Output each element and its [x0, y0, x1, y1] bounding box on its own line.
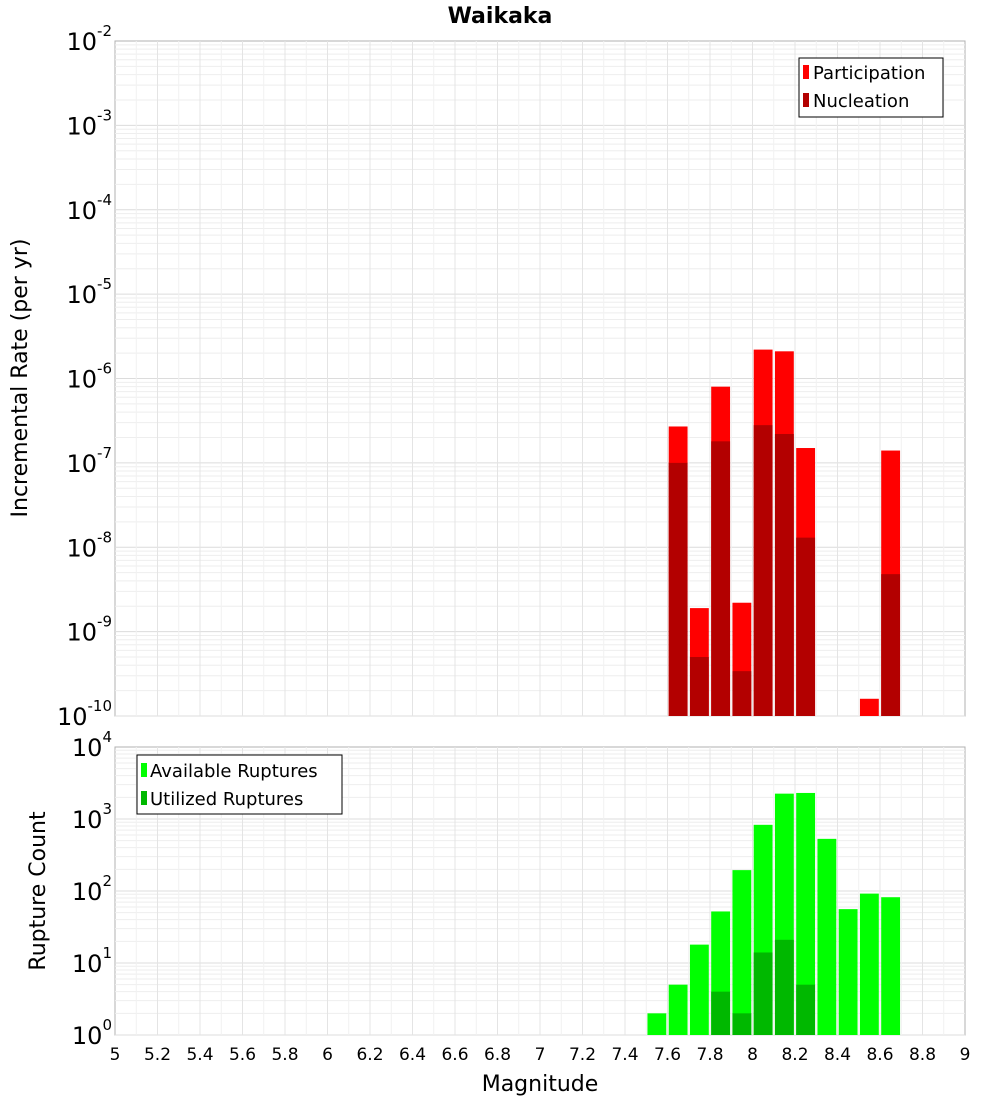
x-tick-label: 8 — [747, 1045, 758, 1065]
x-tick-label: 5.4 — [186, 1045, 213, 1065]
bottom-bar-available-ruptures — [859, 893, 879, 1035]
bottom-y-tick-label: 100 — [72, 1016, 112, 1050]
legend-swatch-participation — [803, 65, 809, 79]
top-y-tick-label: 10-6 — [66, 360, 112, 394]
bottom-bar-available-ruptures — [647, 1013, 667, 1035]
x-tick-label: 5.8 — [271, 1045, 298, 1065]
top-y-axis-ticks: 10-2 10-3 10-4 10-5 10-6 10-7 10-8 10-9 10-10 — [57, 22, 112, 731]
top-y-tick-label: 10-2 — [66, 22, 112, 56]
top-bar-participation — [859, 698, 879, 716]
x-tick-label: 7.2 — [569, 1045, 596, 1065]
legend-swatch-available — [141, 763, 147, 777]
top-y-tick-label: 10-7 — [66, 444, 112, 478]
x-tick-label: 8.6 — [866, 1045, 893, 1065]
legend-label-utilized: Utilized Ruptures — [150, 789, 303, 810]
x-tick-label: 7 — [535, 1045, 546, 1065]
top-bar-nucleation — [689, 657, 709, 716]
legend-label-available: Available Ruptures — [150, 761, 318, 782]
bottom-y-tick-label: 103 — [72, 800, 112, 834]
x-tick-label: 5.2 — [144, 1045, 171, 1065]
x-tick-label: 5 — [110, 1045, 121, 1065]
x-tick-label: 7.8 — [696, 1045, 723, 1065]
bottom-y-tick-label: 101 — [72, 944, 112, 978]
top-y-tick-label: 10-3 — [66, 106, 112, 140]
top-legend-box — [798, 57, 944, 118]
top-bar-nucleation — [881, 574, 901, 716]
bottom-bar-available-ruptures — [838, 909, 858, 1035]
bottom-legend: Available Ruptures Utilized Ruptures — [136, 754, 343, 815]
top-panel: 10-2 10-3 10-4 10-5 10-6 10-7 10-8 10-9 10-10 In… — [8, 22, 966, 731]
x-tick-label: 9 — [960, 1045, 971, 1065]
bottom-bar-utilized-ruptures — [774, 939, 794, 1035]
x-tick-label: 6.4 — [399, 1045, 426, 1065]
top-y-tick-label: 10-8 — [66, 528, 112, 562]
bottom-bar-utilized-ruptures — [753, 952, 773, 1035]
chart-title: Waikaka — [448, 4, 553, 29]
top-y-axis-label: Incremental Rate (per yr) — [8, 239, 33, 518]
legend-label-nucleation: Nucleation — [813, 91, 909, 112]
bottom-panel: 104 103 102 101 100 Rupture Count Available … — [26, 728, 970, 1097]
x-tick-label: 6.6 — [441, 1045, 468, 1065]
bottom-legend-box — [136, 754, 343, 815]
top-bar-nucleation — [668, 462, 688, 716]
top-bar-nucleation — [774, 433, 794, 716]
bottom-bar-available-ruptures — [732, 870, 752, 1035]
bottom-bar-available-ruptures — [689, 944, 709, 1035]
bottom-y-tick-label: 102 — [72, 872, 112, 906]
x-tick-label: 6.8 — [484, 1045, 511, 1065]
bottom-y-tick-label: 104 — [72, 728, 112, 762]
top-bar-nucleation — [796, 537, 816, 716]
bottom-bar-available-ruptures — [817, 838, 837, 1035]
x-tick-label: 8.4 — [824, 1045, 851, 1065]
x-tick-label: 6.2 — [356, 1045, 383, 1065]
legend-swatch-nucleation — [803, 93, 809, 107]
bottom-bar-available-ruptures — [796, 792, 816, 1035]
bottom-bar-utilized-ruptures — [711, 991, 731, 1035]
top-y-tick-label: 10-10 — [57, 697, 112, 731]
bottom-bar-utilized-ruptures — [796, 984, 816, 1035]
legend-label-participation: Participation — [813, 63, 925, 84]
x-tick-label: 8.8 — [909, 1045, 936, 1065]
top-y-tick-label: 10-4 — [66, 191, 112, 225]
x-tick-label: 6 — [322, 1045, 333, 1065]
x-tick-label: 8.2 — [781, 1045, 808, 1065]
bottom-bar-available-ruptures — [668, 984, 688, 1035]
top-bar-nucleation — [732, 671, 752, 716]
x-tick-label: 7.4 — [611, 1045, 638, 1065]
bottom-bar-available-ruptures — [881, 897, 901, 1035]
bottom-y-axis-label: Rupture Count — [26, 811, 51, 971]
x-tick-label: 5.6 — [229, 1045, 256, 1065]
top-bars — [668, 349, 901, 716]
x-tick-label: 7.6 — [654, 1045, 681, 1065]
bottom-bar-utilized-ruptures — [732, 1013, 752, 1035]
top-bar-nucleation — [753, 425, 773, 716]
x-axis-label: Magnitude — [482, 1072, 599, 1097]
bottom-y-axis-ticks: 104 103 102 101 100 — [72, 728, 112, 1050]
top-bar-nucleation — [711, 441, 731, 716]
top-legend: Participation Nucleation — [798, 57, 944, 118]
top-y-tick-label: 10-5 — [66, 275, 112, 309]
bottom-bars — [647, 792, 901, 1035]
legend-swatch-utilized — [141, 791, 147, 805]
x-axis-ticks: 5 5.2 5.4 5.6 5.8 6 6.2 6.4 6.6 6.8 7 7.2 7.4 7.6 7.8 8… — [110, 1045, 971, 1065]
top-gridlines — [115, 41, 965, 717]
top-y-tick-label: 10-9 — [66, 613, 112, 647]
